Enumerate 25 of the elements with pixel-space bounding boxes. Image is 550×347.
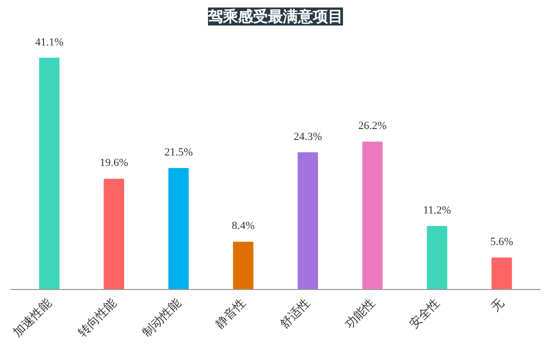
x-tick-label: 转向性能 bbox=[75, 296, 119, 340]
data-label: 41.1% bbox=[35, 36, 64, 48]
data-label: 26.2% bbox=[358, 120, 387, 132]
x-tick-label: 功能性 bbox=[342, 296, 378, 331]
data-label: 19.6% bbox=[100, 157, 128, 170]
bar bbox=[168, 168, 189, 290]
data-label: 21.5% bbox=[164, 146, 193, 159]
bar bbox=[492, 257, 512, 290]
bar bbox=[362, 142, 383, 290]
bar bbox=[298, 152, 318, 290]
bar bbox=[232, 242, 254, 290]
data-label: 8.4% bbox=[232, 220, 255, 232]
x-tick-label: 安全性 bbox=[406, 296, 442, 331]
data-label: 11.2% bbox=[423, 204, 452, 216]
chart-title: 驾乘感受最满意项目 bbox=[207, 8, 343, 26]
data-label: 5.6% bbox=[490, 236, 514, 248]
x-tick-label: 舒适性 bbox=[277, 296, 313, 331]
bar bbox=[426, 226, 448, 290]
bar bbox=[104, 178, 124, 290]
x-tick-label: 静音性 bbox=[212, 296, 248, 331]
x-tick-label: 无 bbox=[488, 296, 507, 314]
x-tick-label: 加速性能 bbox=[10, 296, 54, 340]
bar bbox=[39, 58, 60, 290]
x-tick-label: 制动性能 bbox=[140, 296, 184, 340]
data-label: 24.3% bbox=[294, 130, 322, 143]
